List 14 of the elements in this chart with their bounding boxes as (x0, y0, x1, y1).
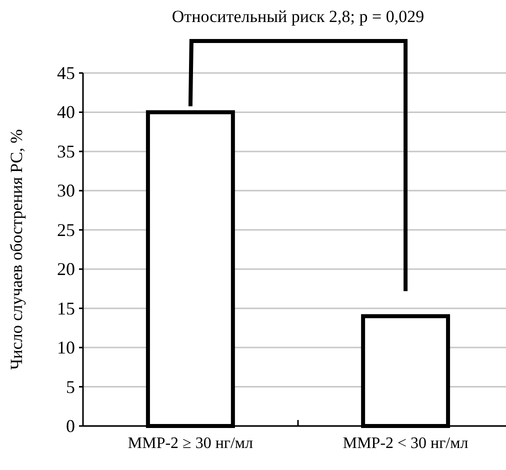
y-tick-label: 45 (57, 63, 75, 83)
y-tick-label: 25 (57, 220, 75, 240)
y-tick-label: 15 (57, 298, 75, 318)
y-tick-label: 0 (66, 416, 75, 436)
y-axis-title: Число случаев обострения РС, % (7, 129, 26, 370)
x-tick-label: MMP-2 ≥ 30 нг/мл (128, 435, 254, 452)
text: Относительный риск 2,8; p = 0,029 (172, 7, 424, 26)
y-tick-label: 10 (57, 338, 75, 358)
y-tick-label: 30 (57, 180, 75, 201)
y-tick-label: 5 (66, 376, 75, 397)
x-tick-label: MMP-2 < 30 нг/мл (342, 435, 468, 452)
y-tick-label: 40 (57, 102, 75, 122)
y-tick-label: 20 (57, 259, 75, 280)
y-tick-label: 35 (57, 141, 75, 162)
